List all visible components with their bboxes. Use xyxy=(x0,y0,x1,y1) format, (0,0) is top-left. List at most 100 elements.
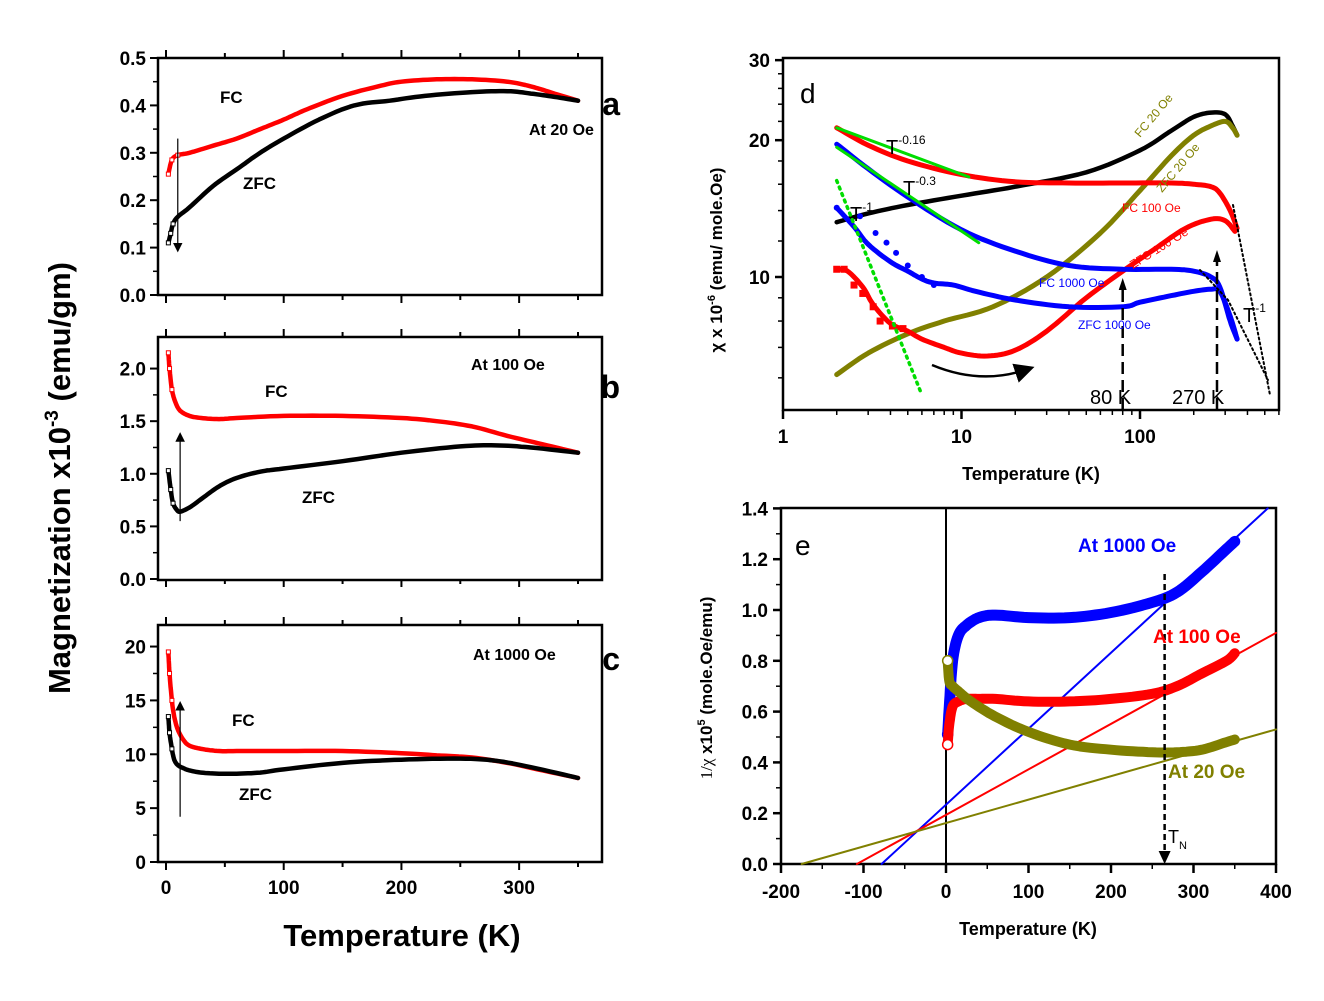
y-tick-label: 1.0 xyxy=(742,601,768,622)
tn-arrowhead xyxy=(1158,851,1171,864)
panel-e-y-ticks: 0.0 0.2 0.4 0.6 0.8 1.0 1.2 1.4 xyxy=(742,499,781,876)
data-point-marker xyxy=(167,730,173,736)
fit-label-t1-high: T-1 xyxy=(1243,301,1266,327)
heating-arrow xyxy=(931,363,1035,383)
x-tick-label: 300 xyxy=(1178,882,1210,903)
fit-label-t1: T-1 xyxy=(850,200,873,226)
panel-c-fc-label: FC xyxy=(232,711,255,730)
series-zfc xyxy=(166,443,581,514)
y-tick-label: 1.2 xyxy=(742,550,768,571)
series-fc-100-oe xyxy=(834,125,1240,231)
zfc-1000oe-point xyxy=(930,282,937,289)
zfc-100oe-point xyxy=(850,281,858,289)
y-tick-label: 10 xyxy=(749,268,770,289)
data-point-marker xyxy=(169,746,175,752)
zfc-100oe-point xyxy=(888,322,896,330)
fit-label-t016: T-0.16 xyxy=(886,133,926,159)
data-point-marker xyxy=(941,655,954,667)
y-tick-label: 1.4 xyxy=(742,499,769,520)
panel-c-series xyxy=(165,649,581,817)
y-tick-label: 0.6 xyxy=(742,703,768,724)
y-tick-label: 15 xyxy=(125,691,147,712)
series-zfc xyxy=(166,88,581,246)
panel-c-x-ticks: 0 100 200 300 xyxy=(161,617,579,899)
zfc-100oe-point xyxy=(859,289,867,297)
series-at-1000-oe xyxy=(942,535,1241,740)
x-tick-label: -100 xyxy=(844,882,882,903)
x-tick-label: 0 xyxy=(941,882,952,903)
panel-a-zfc-label: ZFC xyxy=(243,174,276,193)
panel-d-x-axis-title: Temperature (K) xyxy=(962,464,1100,484)
panel-b-frame xyxy=(156,335,604,582)
series-fc-1000-oe xyxy=(834,141,1240,342)
x-tick-label: 100 xyxy=(1124,427,1156,448)
fit-t-0.16 xyxy=(835,126,971,179)
zfc-100oe-point xyxy=(840,265,848,273)
panel-b-x-ticks xyxy=(165,329,579,587)
marker-270k-label: 270 K xyxy=(1172,387,1225,409)
data-point-marker xyxy=(165,350,171,356)
data-point-marker xyxy=(169,697,175,703)
panel-e-y-axis-title: 1/χ x105 (mole.Oe/emu) xyxy=(696,597,716,780)
shared-x-axis-title: Temperature (K) xyxy=(283,918,520,953)
zfc-100oe-point xyxy=(869,303,877,311)
data-point-marker xyxy=(165,649,171,655)
panel-b-letter: b xyxy=(600,369,620,405)
panel-c-field-label: At 1000 Oe xyxy=(473,647,556,664)
zfc-1000oe-point xyxy=(872,229,879,236)
y-tick-label: 0.0 xyxy=(742,855,768,876)
x-tick-label: 1 xyxy=(778,427,789,448)
zfc-1000oe-point xyxy=(904,262,911,269)
label-fc-1000oe: FC 1000 Oe xyxy=(1039,276,1105,290)
panel-b: 0.0 0.5 1.0 1.5 2.0 b FC ZFC At 100 Oe xyxy=(120,329,620,591)
panel-e-frame xyxy=(779,506,1278,866)
panel-d-series xyxy=(833,110,1271,410)
marker-80k-arrowhead xyxy=(1118,278,1127,290)
series-zfc xyxy=(166,714,581,781)
data-point-marker xyxy=(165,240,171,246)
x-tick-label: 200 xyxy=(386,878,418,899)
marker-270k-arrowhead xyxy=(1212,250,1221,262)
y-tick-label: 30 xyxy=(749,51,770,72)
panel-b-y-ticks: 0.0 0.5 1.0 1.5 2.0 xyxy=(120,360,158,591)
series-at-20-oe xyxy=(942,655,1240,758)
label-at-100oe: At 100 Oe xyxy=(1153,627,1241,648)
panel-c-letter: c xyxy=(602,641,620,677)
series-fc xyxy=(166,350,581,455)
zfc-100oe-point xyxy=(833,265,841,273)
zfc-1000oe-point xyxy=(856,213,863,220)
x-tick-label: 10 xyxy=(951,427,972,448)
panel-e-x-axis-title: Temperature (K) xyxy=(959,919,1097,939)
y-tick-label: 0.2 xyxy=(742,804,768,825)
panel-c-y-ticks: 0 5 10 15 20 xyxy=(125,638,158,874)
data-point-marker xyxy=(165,714,171,720)
panel-b-series xyxy=(165,350,581,522)
y-tick-label: 0.8 xyxy=(742,652,768,673)
panel-d-y-axis-title: χ x 10-6 (emu/ mole.Oe) xyxy=(706,168,726,353)
zfc-1000oe-point xyxy=(893,249,900,256)
y-tick-label: 0.4 xyxy=(742,753,769,774)
y-tick-label: 0 xyxy=(135,853,146,874)
series-fc xyxy=(166,76,581,177)
marker-80k-label: 80 K xyxy=(1090,387,1132,409)
y-tick-label: 1.0 xyxy=(120,465,146,486)
y-tick-label: 0.4 xyxy=(120,96,147,117)
tn-label: TN xyxy=(1168,827,1187,852)
panel-e-letter: e xyxy=(795,530,811,561)
zfc-100oe-point xyxy=(899,325,907,333)
y-tick-label: 1.5 xyxy=(120,412,147,433)
label-zfc-1000oe: ZFC 1000 Oe xyxy=(1078,318,1151,332)
y-tick-label: 0.1 xyxy=(120,239,147,260)
series-fc-20-oe xyxy=(834,110,1240,225)
panel-a-field-label: At 20 Oe xyxy=(529,122,594,139)
panel-a-y-ticks: 0.0 0.1 0.2 0.3 0.4 0.5 xyxy=(120,49,158,307)
series-zfc-20-oe xyxy=(834,118,1240,378)
series-at-100-oe xyxy=(942,648,1240,750)
panel-e-x-ticks: -200 -100 0 100 200 300 400 xyxy=(762,864,1292,903)
y-tick-label: 0.5 xyxy=(120,49,147,70)
x-tick-label: 300 xyxy=(503,878,535,899)
label-fc-100oe: FC 100 Oe xyxy=(1122,201,1181,215)
series-zfc-1000-oe xyxy=(834,205,1240,342)
